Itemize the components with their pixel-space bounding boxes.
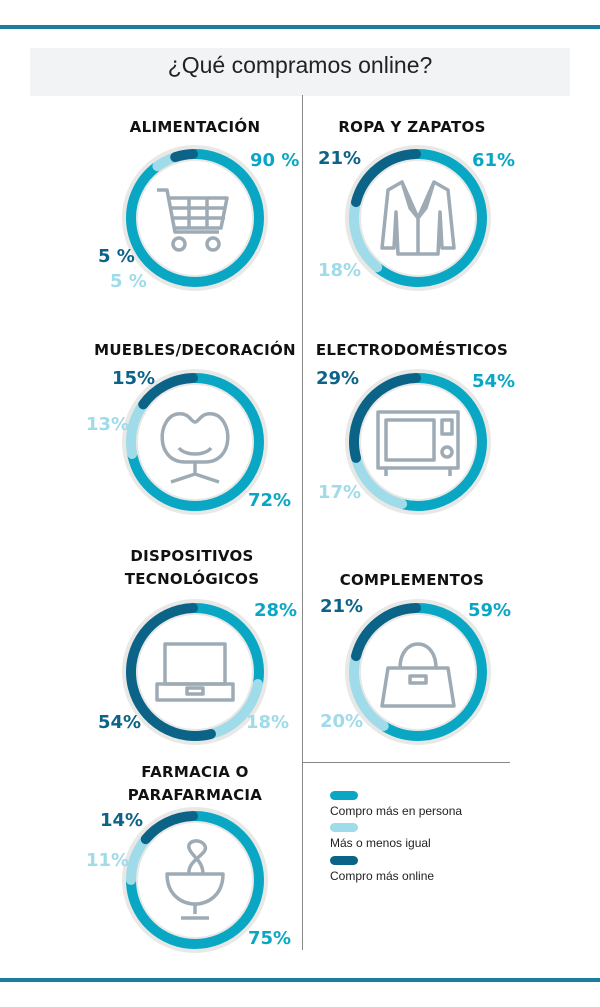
chart-title: FARMACIA O PARAFARMACIA: [85, 761, 305, 807]
percent-label-igual: 17%: [318, 482, 362, 503]
percent-label-persona: 54%: [472, 371, 516, 392]
percent-label-online: 29%: [316, 368, 360, 389]
chart-title-line: COMPLEMENTOS: [339, 571, 485, 589]
percent-label-persona: 75%: [248, 928, 292, 949]
legend-divider: [302, 762, 510, 763]
donut-svg: [122, 369, 268, 515]
legend-label: Compro más online: [330, 869, 435, 883]
legend-label: Compro más en persona: [330, 804, 463, 818]
percent-label-igual: 18%: [246, 712, 290, 733]
donut-segment-igual: [349, 149, 487, 287]
title-band: [30, 48, 570, 96]
donut-segment-igual: [126, 811, 264, 949]
percent-label-igual: 20%: [320, 711, 364, 732]
pharmacy-icon: [165, 839, 225, 920]
chart-title: COMPLEMENTOS: [302, 569, 522, 592]
bottom-bar: [0, 978, 600, 982]
percent-label-igual: 11%: [86, 850, 130, 871]
donut-segment-online: [125, 373, 264, 511]
donut-segment-igual: [126, 603, 264, 741]
chart-title-line: ALIMENTACIÓN: [129, 118, 261, 136]
chart-title: DISPOSITIVOS TECNOLÓGICOS: [82, 545, 302, 591]
chart-title-line: FARMACIA O: [141, 763, 249, 781]
percent-label-online: 15%: [112, 368, 156, 389]
laptop-icon: [155, 642, 235, 702]
percent-label-igual: 18%: [318, 260, 362, 281]
percent-label-persona: 90 %: [250, 150, 300, 171]
chart-title-line: ELECTRODOMÉSTICOS: [315, 341, 509, 359]
legend-label: Más o menos igual: [330, 836, 431, 850]
top-bar: [0, 25, 600, 29]
donut-segment-igual: [349, 373, 487, 511]
legend-swatch-igual: [330, 823, 358, 832]
donut-segment-online: [349, 149, 487, 287]
page-title: ¿Qué compramos online?: [167, 52, 433, 78]
donut-segment-online: [126, 811, 264, 949]
chart-title-line: TECNOLÓGICOS: [124, 570, 260, 588]
legend-swatch-persona: [330, 791, 358, 800]
chair-icon: [160, 412, 230, 484]
percent-label-online: 21%: [320, 596, 364, 617]
chart-title: ROPA Y ZAPATOS: [302, 116, 522, 139]
donut-segment-online: [349, 603, 487, 741]
donut-segment-igual: [349, 603, 487, 741]
chart-title: ALIMENTACIÓN: [85, 116, 305, 139]
legend-swatch-online: [330, 856, 358, 865]
percent-label-persona: 72%: [248, 490, 292, 511]
chart-title: ELECTRODOMÉSTICOS: [302, 339, 522, 362]
donut-svg: [122, 807, 268, 953]
donut-segment-igual: [125, 149, 264, 287]
percent-label-online: 21%: [318, 148, 362, 169]
donut-segment-online: [126, 603, 264, 741]
donut-svg: [122, 145, 268, 291]
donut-segment-online: [349, 373, 487, 511]
column-divider: [302, 95, 303, 950]
microwave-icon: [376, 410, 460, 476]
donut-svg: [345, 369, 491, 515]
percent-label-persona: 61%: [472, 150, 516, 171]
percent-label-online: 14%: [100, 810, 144, 831]
donut-svg: [122, 599, 268, 745]
donut-svg: [345, 145, 491, 291]
percent-label-igual: 13%: [86, 414, 130, 435]
percent-label-persona: 59%: [468, 600, 512, 621]
percent-label-online: 54%: [98, 712, 142, 733]
donut-segment-igual: [126, 373, 264, 511]
shopping-cart-icon: [157, 188, 229, 252]
chart-title-line: ROPA Y ZAPATOS: [338, 118, 486, 136]
chart-title-line: DISPOSITIVOS: [130, 547, 254, 565]
donut-segment-online: [126, 149, 264, 287]
percent-label-persona: 28%: [254, 600, 298, 621]
percent-label-online: 5 %: [98, 246, 135, 267]
percent-label-igual: 5 %: [110, 271, 147, 292]
donut-svg: [345, 599, 491, 745]
chart-title: MUEBLES/DECORACIÓN: [85, 339, 305, 362]
chart-title-line: PARAFARMACIA: [127, 786, 263, 804]
handbag-icon: [380, 642, 456, 708]
chart-title-line: MUEBLES/DECORACIÓN: [94, 341, 296, 359]
jacket-icon: [380, 180, 456, 256]
